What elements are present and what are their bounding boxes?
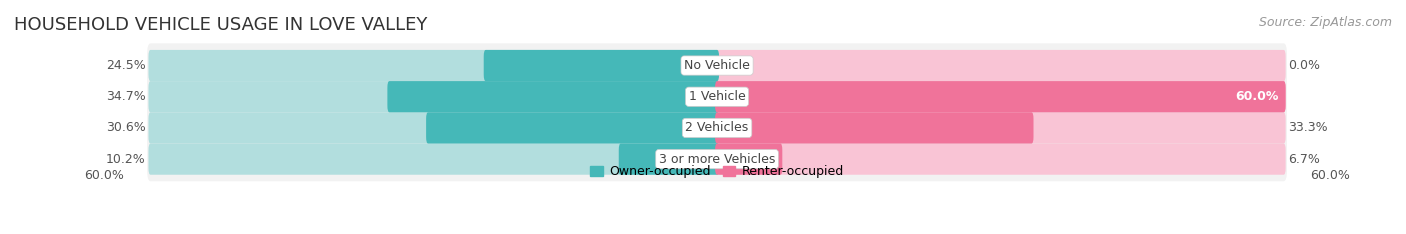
- FancyBboxPatch shape: [716, 112, 1285, 143]
- FancyBboxPatch shape: [484, 50, 718, 81]
- FancyBboxPatch shape: [716, 143, 1285, 175]
- Text: 60.0%: 60.0%: [84, 168, 124, 182]
- FancyBboxPatch shape: [149, 143, 718, 175]
- Legend: Owner-occupied, Renter-occupied: Owner-occupied, Renter-occupied: [585, 160, 849, 183]
- Text: 33.3%: 33.3%: [1288, 121, 1329, 134]
- Text: 60.0%: 60.0%: [1236, 90, 1279, 103]
- FancyBboxPatch shape: [716, 81, 1285, 112]
- FancyBboxPatch shape: [149, 112, 718, 143]
- Text: 24.5%: 24.5%: [105, 59, 146, 72]
- Text: 34.7%: 34.7%: [105, 90, 146, 103]
- FancyBboxPatch shape: [388, 81, 718, 112]
- FancyBboxPatch shape: [149, 50, 718, 81]
- Text: Source: ZipAtlas.com: Source: ZipAtlas.com: [1258, 16, 1392, 29]
- FancyBboxPatch shape: [149, 81, 718, 112]
- Text: 60.0%: 60.0%: [1310, 168, 1350, 182]
- Text: 1 Vehicle: 1 Vehicle: [689, 90, 745, 103]
- FancyBboxPatch shape: [148, 75, 1286, 119]
- Text: 10.2%: 10.2%: [105, 153, 146, 166]
- FancyBboxPatch shape: [619, 143, 718, 175]
- FancyBboxPatch shape: [716, 143, 782, 175]
- FancyBboxPatch shape: [148, 137, 1286, 181]
- FancyBboxPatch shape: [716, 112, 1033, 143]
- Text: 0.0%: 0.0%: [1288, 59, 1320, 72]
- Text: No Vehicle: No Vehicle: [685, 59, 749, 72]
- FancyBboxPatch shape: [148, 43, 1286, 88]
- FancyBboxPatch shape: [426, 112, 718, 143]
- Text: HOUSEHOLD VEHICLE USAGE IN LOVE VALLEY: HOUSEHOLD VEHICLE USAGE IN LOVE VALLEY: [14, 16, 427, 34]
- Text: 3 or more Vehicles: 3 or more Vehicles: [659, 153, 775, 166]
- FancyBboxPatch shape: [148, 106, 1286, 150]
- FancyBboxPatch shape: [716, 50, 1285, 81]
- Text: 30.6%: 30.6%: [105, 121, 146, 134]
- FancyBboxPatch shape: [716, 81, 1285, 112]
- Text: 2 Vehicles: 2 Vehicles: [686, 121, 748, 134]
- Text: 6.7%: 6.7%: [1288, 153, 1320, 166]
